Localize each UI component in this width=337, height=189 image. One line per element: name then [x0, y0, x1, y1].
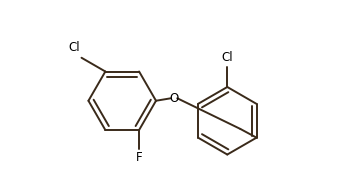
Text: Cl: Cl: [221, 51, 233, 64]
Text: F: F: [136, 151, 143, 164]
Text: Cl: Cl: [68, 41, 80, 54]
Text: O: O: [170, 92, 179, 105]
